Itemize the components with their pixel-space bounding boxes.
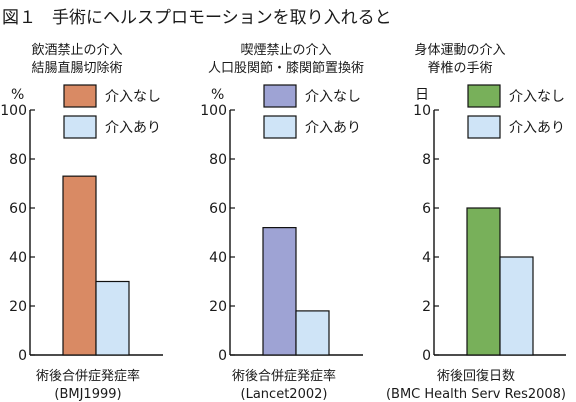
chart-title-line: 結腸直腸切除術	[31, 61, 122, 76]
y-tick-label: 100	[200, 103, 227, 119]
chart-title-line: 脊椎の手術	[427, 61, 492, 76]
figure-title: 図１ 手術にヘルスプロモーションを取り入れると	[2, 3, 392, 28]
legend-label: 介入なし	[305, 89, 361, 105]
y-tick-label: 20	[209, 299, 227, 315]
legend-swatch	[467, 115, 501, 139]
bar-with-intervention	[95, 280, 130, 356]
legend-label: 介入あり	[509, 120, 565, 136]
x-axis-label-line: (BMC Health Serv Res2008)	[386, 387, 566, 402]
y-tick-label: 4	[422, 250, 431, 266]
legend-swatch	[263, 115, 297, 139]
x-axis-label-line: 術後回復日数	[437, 368, 515, 384]
y-tick-label: 0	[18, 348, 27, 364]
bar-no-intervention	[62, 175, 97, 356]
y-tick-label: 10	[413, 103, 431, 119]
bar-no-intervention	[262, 227, 297, 356]
y-tick-label: 2	[422, 299, 431, 315]
chart-title-line: 喫煙禁止の介入	[240, 43, 331, 58]
y-tick-label: 20	[9, 299, 27, 315]
y-tick-label: 40	[209, 250, 227, 266]
unit-label: 日	[415, 87, 429, 103]
legend-swatch	[63, 115, 97, 139]
y-tick-label: 80	[209, 152, 227, 168]
y-tick-label: 0	[422, 348, 431, 364]
y-tick-label: 6	[422, 201, 431, 217]
chart-title-line: 飲酒禁止の介入	[31, 42, 122, 58]
figure-number: 図１	[2, 8, 36, 28]
legend-label: 介入なし	[509, 89, 565, 105]
x-axis-label-line: (Lancet2002)	[241, 387, 328, 402]
unit-label: %	[211, 87, 224, 103]
legend-label: 介入あり	[105, 120, 161, 136]
x-axis-label-line: 術後合併症発症率	[232, 368, 336, 384]
y-tick-label: 100	[0, 103, 27, 119]
bar-with-intervention	[499, 256, 534, 356]
legend-swatch	[467, 84, 501, 108]
y-tick-label: 60	[209, 201, 227, 217]
bar-with-intervention	[295, 310, 330, 356]
y-tick-label: 80	[9, 152, 27, 168]
legend-swatch	[263, 84, 297, 108]
x-axis-label-line: (BMJ1999)	[54, 387, 121, 402]
figure-title-text: 手術にヘルスプロモーションを取り入れると	[52, 8, 392, 28]
chart-title-line: 身体運動の介入	[414, 42, 505, 58]
bar-no-intervention	[466, 207, 501, 356]
chart-title-line: 人口股関節・膝関節置換術	[208, 61, 364, 76]
y-tick-label: 40	[9, 250, 27, 266]
unit-label: %	[11, 87, 24, 103]
legend-label: 介入あり	[305, 120, 361, 136]
legend-swatch	[63, 84, 97, 108]
y-tick-label: 60	[9, 201, 27, 217]
x-axis-label-line: 術後合併症発症率	[36, 368, 140, 384]
legend-label: 介入なし	[105, 89, 161, 105]
y-tick-label: 8	[422, 152, 431, 168]
y-tick-label: 0	[218, 348, 227, 364]
